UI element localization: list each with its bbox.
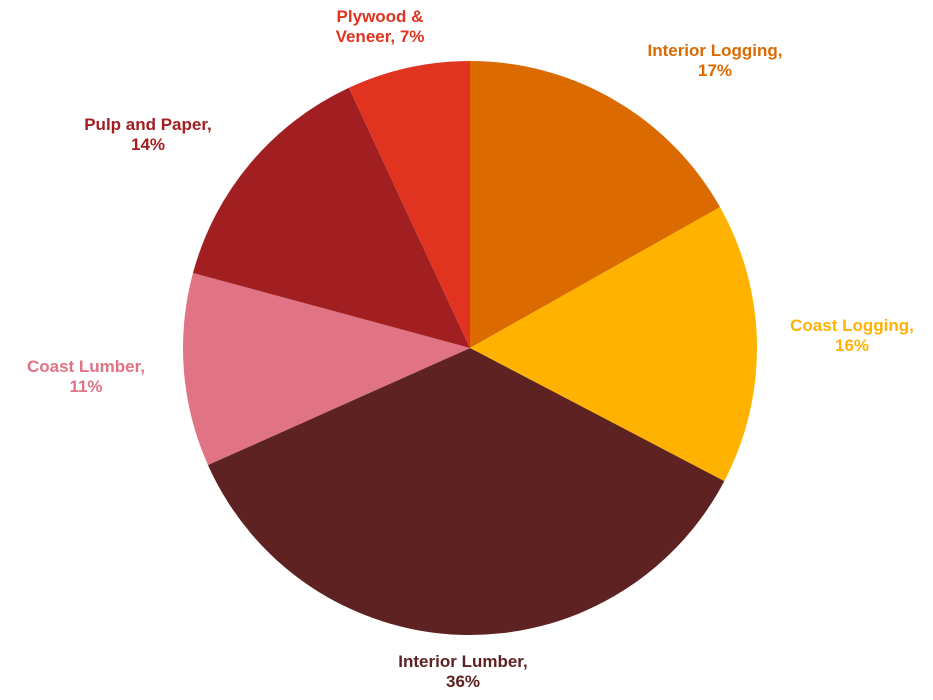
data-label-interior-lumber: Interior Lumber, 36% <box>398 652 527 691</box>
data-label-line: Interior Lumber, <box>398 652 527 671</box>
pie-labels: Interior Logging, 17% Coast Logging, 16% Int… <box>27 7 914 691</box>
pie-slice-coast-lumber <box>182 273 471 466</box>
pie-slice-pulp-and-paper <box>192 87 470 348</box>
data-label-line: 36% <box>446 672 480 691</box>
data-label-line: 16% <box>835 336 869 355</box>
pie-slice-coast-logging <box>470 207 758 482</box>
pie-slices <box>182 61 758 636</box>
data-label-line: 17% <box>698 61 732 80</box>
data-label-line: 14% <box>131 135 165 154</box>
pie-slice-interior-lumber <box>207 348 725 636</box>
data-label-line: 11% <box>69 377 102 396</box>
data-label-line: Veneer, 7% <box>336 27 425 46</box>
data-label-coast-logging: Coast Logging, 16% <box>790 316 914 355</box>
data-label-line: Plywood & <box>337 7 424 26</box>
data-label-line: Coast Logging, <box>790 316 914 335</box>
data-label-line: Pulp and Paper, <box>84 115 212 134</box>
pie-slice-interior-logging <box>470 61 721 348</box>
data-label-pulp-and-paper: Pulp and Paper, 14% <box>84 115 212 154</box>
data-label-line: Interior Logging, <box>647 41 782 60</box>
data-label-plywood-veneer: Plywood & Veneer, 7% <box>336 7 425 46</box>
data-label-interior-logging: Interior Logging, 17% <box>647 41 782 80</box>
pie-slice-plywood-veneer <box>348 61 470 348</box>
data-label-coast-lumber: Coast Lumber, 11% <box>27 357 145 396</box>
data-label-line: Coast Lumber, <box>27 357 145 376</box>
